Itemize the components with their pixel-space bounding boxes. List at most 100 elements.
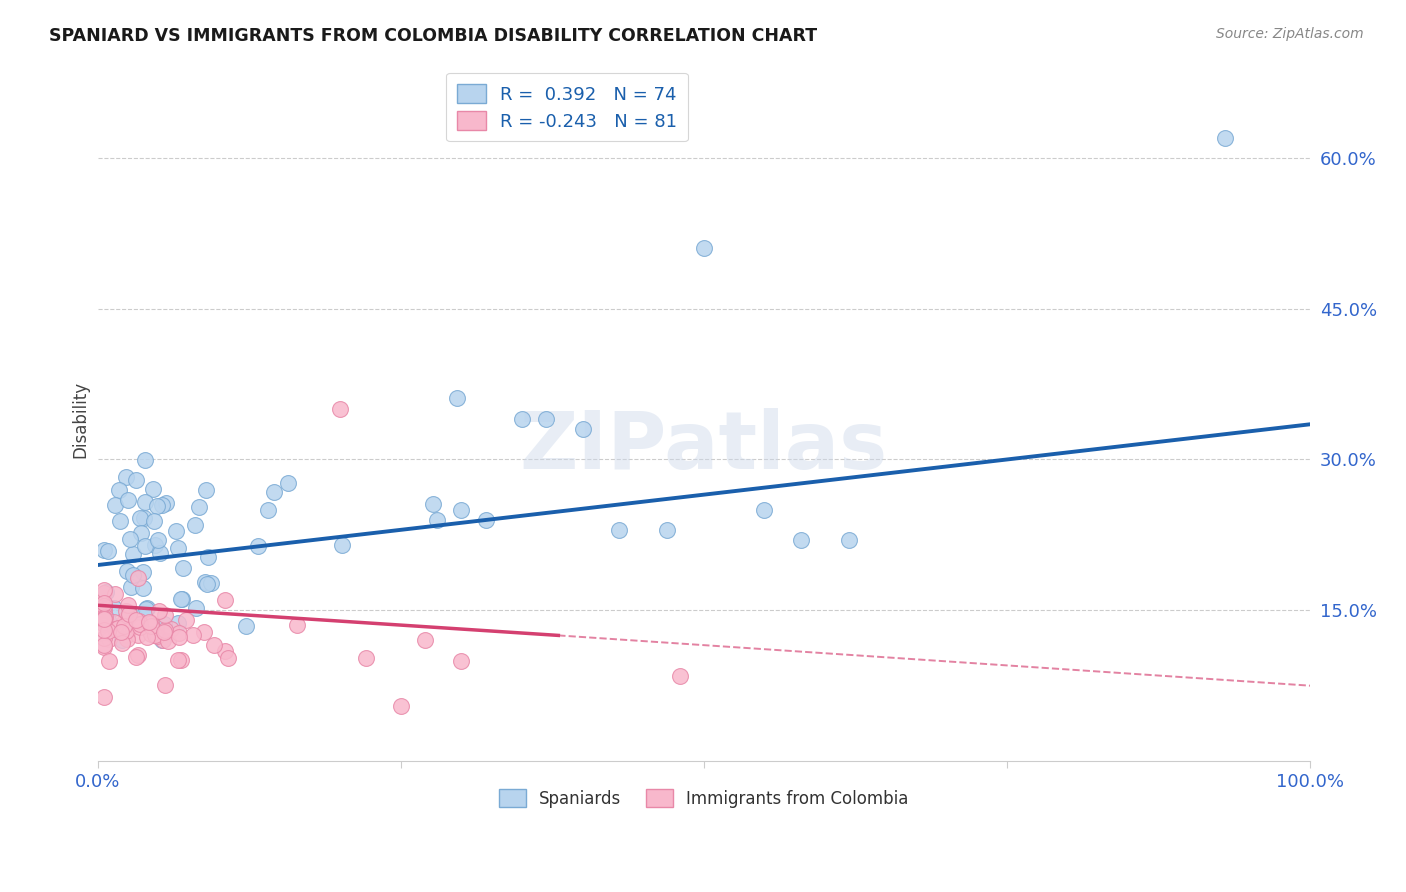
- Point: [108, 514, 131, 528]
- Point: [183, 518, 205, 533]
- Point: [128, 511, 150, 525]
- Point: [152, 633, 174, 648]
- Point: [107, 621, 129, 635]
- Point: [657, 523, 679, 537]
- Point: [135, 630, 157, 644]
- Point: [202, 638, 225, 652]
- Point: [93, 586, 115, 600]
- Point: [104, 622, 127, 636]
- Point: [93, 611, 115, 625]
- Point: [93, 612, 115, 626]
- Point: [214, 592, 236, 607]
- Point: [93, 582, 115, 597]
- Point: [93, 690, 115, 704]
- Point: [332, 538, 354, 552]
- Point: [143, 538, 166, 552]
- Point: [195, 483, 218, 497]
- Point: [129, 620, 152, 634]
- Point: [120, 580, 142, 594]
- Point: [155, 496, 177, 510]
- Point: [110, 624, 132, 639]
- Point: [94, 585, 117, 599]
- Point: [148, 604, 170, 618]
- Point: [607, 523, 630, 537]
- Point: [754, 502, 776, 516]
- Point: [112, 619, 135, 633]
- Point: [139, 619, 162, 633]
- Point: [146, 629, 169, 643]
- Point: [125, 650, 148, 665]
- Point: [214, 644, 236, 658]
- Point: [838, 533, 860, 547]
- Point: [97, 614, 120, 628]
- Point: [413, 633, 436, 648]
- Point: [169, 626, 191, 640]
- Point: [145, 628, 167, 642]
- Point: [165, 524, 187, 538]
- Point: [115, 470, 138, 484]
- Point: [181, 628, 204, 642]
- Point: [160, 622, 183, 636]
- Point: [111, 636, 134, 650]
- Point: [128, 614, 150, 628]
- Point: [117, 599, 139, 613]
- Point: [97, 624, 120, 639]
- Point: [115, 632, 138, 646]
- Point: [329, 402, 352, 417]
- Point: [166, 615, 188, 630]
- Point: [197, 549, 219, 564]
- Point: [200, 576, 222, 591]
- Point: [117, 607, 139, 621]
- Point: [134, 495, 156, 509]
- Point: [96, 615, 118, 629]
- Point: [217, 651, 239, 665]
- Point: [195, 577, 218, 591]
- Point: [174, 613, 197, 627]
- Point: [127, 628, 149, 642]
- Point: [108, 483, 131, 497]
- Point: [125, 473, 148, 487]
- Point: [142, 482, 165, 496]
- Point: [693, 241, 716, 255]
- Point: [138, 615, 160, 629]
- Point: [94, 610, 117, 624]
- Point: [153, 624, 176, 638]
- Point: [117, 492, 139, 507]
- Point: [450, 502, 472, 516]
- Point: [148, 533, 170, 547]
- Point: [114, 604, 136, 618]
- Point: [571, 422, 593, 436]
- Point: [93, 603, 115, 617]
- Point: [167, 630, 190, 644]
- Point: [118, 607, 141, 621]
- Point: [93, 596, 115, 610]
- Point: [790, 533, 813, 547]
- Point: [149, 546, 172, 560]
- Point: [1213, 130, 1236, 145]
- Point: [124, 614, 146, 628]
- Point: [134, 452, 156, 467]
- Point: [129, 526, 152, 541]
- Point: [125, 616, 148, 631]
- Point: [155, 678, 177, 692]
- Point: [169, 591, 191, 606]
- Point: [139, 616, 162, 631]
- Point: [134, 511, 156, 525]
- Point: [153, 608, 176, 623]
- Point: [118, 532, 141, 546]
- Point: [132, 565, 155, 579]
- Point: [142, 514, 165, 528]
- Point: [145, 499, 167, 513]
- Point: [122, 547, 145, 561]
- Point: [97, 654, 120, 668]
- Point: [127, 648, 149, 662]
- Point: [166, 653, 188, 667]
- Point: [172, 591, 194, 606]
- Point: [139, 626, 162, 640]
- Point: [167, 541, 190, 556]
- Point: [93, 599, 115, 613]
- Point: [474, 513, 496, 527]
- Point: [135, 601, 157, 615]
- Point: [426, 513, 449, 527]
- Point: [103, 615, 125, 629]
